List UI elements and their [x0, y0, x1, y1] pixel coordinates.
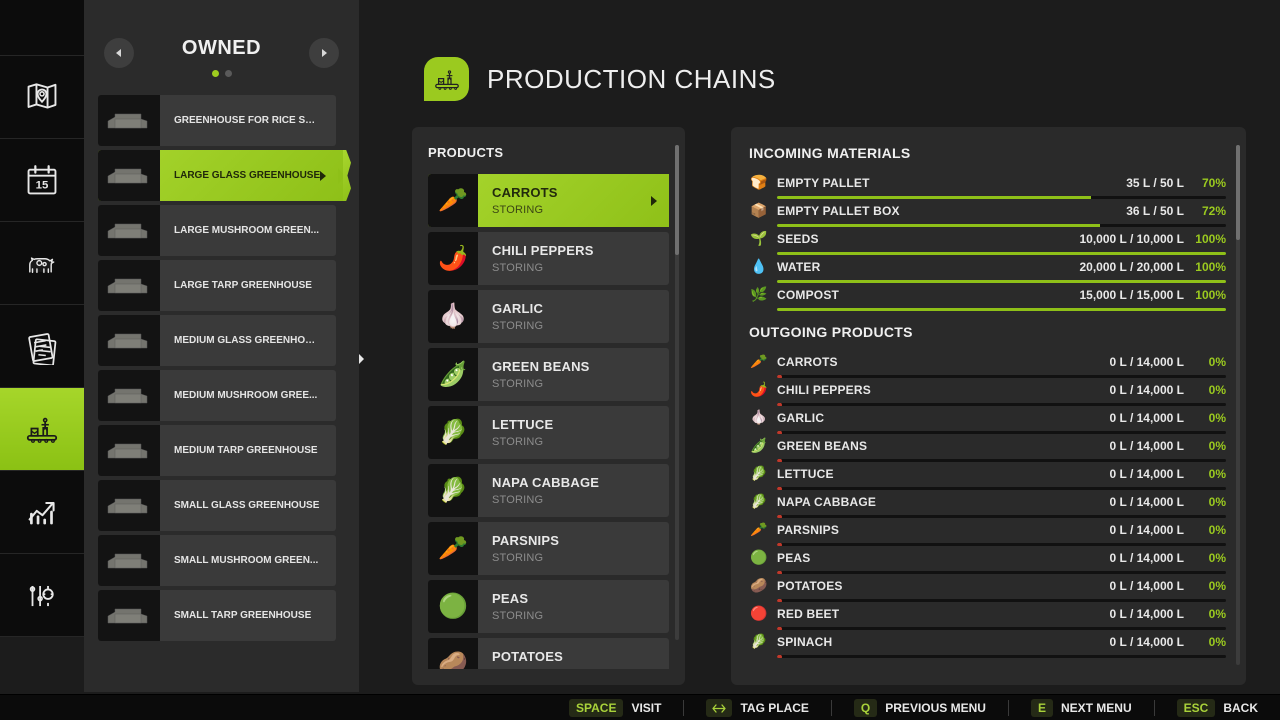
svg-text:15: 15	[36, 179, 49, 191]
